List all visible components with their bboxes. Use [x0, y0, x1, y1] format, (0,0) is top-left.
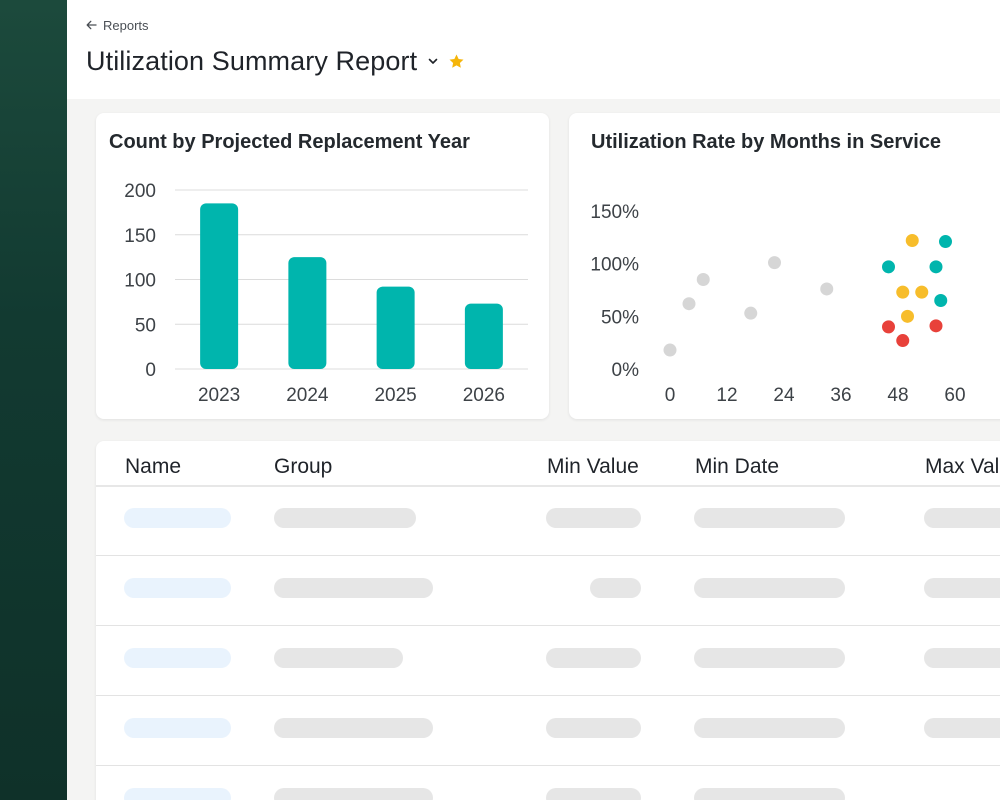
- column-header-min-date[interactable]: Min Date: [695, 455, 780, 478]
- scatter-point: [744, 306, 758, 320]
- scatter-point: [663, 343, 677, 357]
- x-tick-label: 36: [830, 385, 851, 406]
- group-placeholder: [274, 788, 433, 800]
- page-header: Reports Utilization Summary Report: [67, 0, 1000, 99]
- y-tick-label: 0: [145, 360, 156, 381]
- name-placeholder: [124, 788, 231, 800]
- scatter-point: [882, 260, 895, 274]
- bar: [288, 257, 327, 369]
- breadcrumb[interactable]: Reports: [86, 17, 149, 33]
- scatter-point: [820, 282, 834, 296]
- bar: [200, 203, 239, 369]
- scatter-point: [901, 309, 914, 323]
- scatter-point: [882, 320, 895, 334]
- x-tick-label: 0: [665, 385, 676, 406]
- name-placeholder: [124, 718, 231, 738]
- scatter-point: [682, 297, 696, 311]
- y-tick-label: 200: [124, 181, 156, 202]
- name-placeholder: [124, 508, 231, 528]
- x-tick-label: 2025: [374, 385, 416, 406]
- bar-chart-card: Count by Projected Replacement Year 0 50 1…: [96, 113, 549, 419]
- scatter-point: [934, 294, 948, 308]
- scatter-point: [905, 233, 919, 247]
- min-date-placeholder: [694, 578, 845, 598]
- column-header-max-value[interactable]: Max Value: [925, 455, 1000, 478]
- y-tick-label: 100%: [590, 255, 639, 276]
- scatter-point: [915, 285, 929, 299]
- x-tick-label: 48: [887, 385, 908, 406]
- group-placeholder: [274, 578, 433, 598]
- x-tick-label: 2024: [286, 385, 329, 406]
- row-divider: [96, 555, 1000, 556]
- scatter-point: [768, 256, 781, 270]
- row-divider: [96, 765, 1000, 766]
- min-date-placeholder: [694, 508, 845, 528]
- x-tick-label: 12: [716, 385, 737, 406]
- arrow-left-icon: [86, 20, 97, 30]
- scatter-point: [929, 260, 943, 274]
- scatter-point: [896, 285, 910, 299]
- bar-chart-title: Count by Projected Replacement Year: [109, 131, 470, 153]
- name-placeholder: [124, 578, 231, 598]
- min-date-placeholder: [694, 788, 845, 800]
- row-divider: [96, 625, 1000, 626]
- group-placeholder: [274, 508, 416, 528]
- max-value-placeholder: [924, 718, 1000, 738]
- name-placeholder: [124, 648, 231, 668]
- chevron-down-icon[interactable]: [426, 54, 440, 68]
- scatter-point: [696, 272, 710, 286]
- scatter-chart-title: Utilization Rate by Months in Service: [591, 131, 942, 153]
- max-value-placeholder: [924, 508, 1000, 528]
- y-tick-label: 150%: [590, 202, 639, 223]
- min-value-placeholder: [590, 578, 641, 598]
- scatter-point: [896, 334, 910, 348]
- min-value-placeholder: [546, 718, 641, 738]
- scatter-chart-card: Utilization Rate by Months in Service 0%…: [569, 113, 1000, 419]
- title-row: Utilization Summary Report: [86, 44, 465, 78]
- max-value-placeholder: [924, 578, 1000, 598]
- y-tick-label: 0%: [612, 360, 640, 381]
- bar: [464, 303, 503, 369]
- star-icon[interactable]: [448, 53, 465, 70]
- y-tick-label: 50%: [601, 307, 639, 328]
- scatter-point: [929, 319, 943, 333]
- sidebar: [0, 0, 67, 800]
- min-value-placeholder: [546, 788, 641, 800]
- bar-chart: 0 50 100 150 200 2023 2024 2025 2026: [124, 181, 528, 406]
- min-date-placeholder: [694, 648, 845, 668]
- min-date-placeholder: [694, 718, 845, 738]
- x-tick-label: 24: [773, 385, 795, 406]
- min-value-placeholder: [546, 648, 641, 668]
- bar: [376, 286, 415, 369]
- page-title: Utilization Summary Report: [86, 45, 418, 76]
- data-table: Name Group Min Value Min Date Max Value: [96, 441, 1000, 800]
- max-value-placeholder: [924, 648, 1000, 668]
- row-divider: [96, 695, 1000, 696]
- group-placeholder: [274, 718, 433, 738]
- y-tick-label: 150: [124, 226, 156, 247]
- scatter-chart: 0% 50% 100% 150% 0 12 24 36 48 60: [590, 202, 965, 406]
- group-placeholder: [274, 648, 403, 668]
- column-header-min-value[interactable]: Min Value: [547, 455, 639, 478]
- x-tick-label: 60: [944, 385, 965, 406]
- scatter-point: [939, 235, 952, 249]
- header-divider: [96, 485, 1000, 487]
- column-header-group[interactable]: Group: [274, 455, 333, 478]
- x-tick-label: 2023: [198, 385, 240, 406]
- breadcrumb-reports-link[interactable]: Reports: [103, 17, 149, 33]
- min-value-placeholder: [546, 508, 641, 528]
- column-header-name[interactable]: Name: [125, 455, 182, 478]
- y-tick-label: 50: [135, 315, 156, 336]
- x-tick-label: 2026: [463, 385, 505, 406]
- y-tick-label: 100: [124, 271, 156, 292]
